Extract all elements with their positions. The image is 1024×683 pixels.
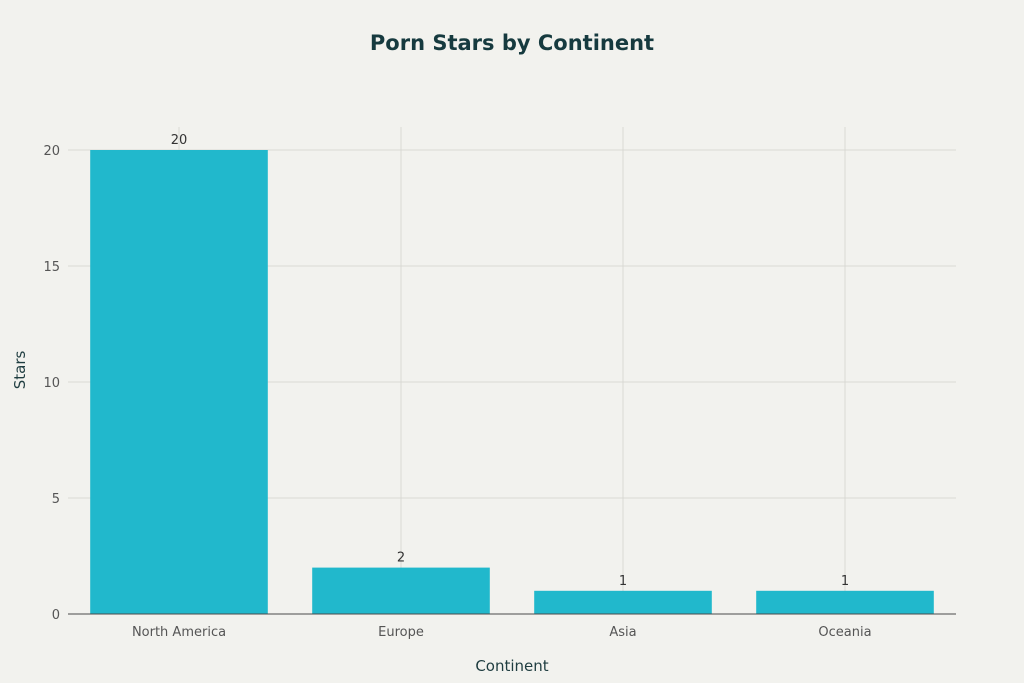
bar-value-label: 1	[841, 574, 849, 589]
y-axis-title: Stars	[11, 351, 29, 390]
y-tick-label: 15	[43, 260, 60, 275]
bar	[90, 150, 268, 614]
bars	[90, 150, 934, 614]
x-tick-label: Asia	[609, 625, 636, 640]
bar	[756, 590, 934, 614]
data-labels: 20 2 1 1	[171, 133, 849, 589]
x-tick-label: North America	[132, 625, 226, 640]
tick-labels: 0 5 10 15 20 North America Europe Asia Oceania	[43, 144, 871, 640]
bar-value-label: 2	[397, 551, 405, 566]
y-tick-label: 10	[43, 376, 60, 391]
chart-title: Porn Stars by Continent	[370, 31, 654, 55]
y-tick-label: 20	[43, 144, 60, 159]
bar	[534, 590, 712, 614]
y-tick-label: 0	[52, 608, 60, 623]
x-tick-label: Europe	[378, 625, 424, 640]
bar-value-label: 1	[619, 574, 627, 589]
bar	[312, 567, 490, 614]
x-tick-label: Oceania	[818, 625, 871, 640]
x-axis-title: Continent	[475, 657, 548, 675]
bar-value-label: 20	[171, 133, 188, 148]
y-tick-label: 5	[52, 492, 60, 507]
